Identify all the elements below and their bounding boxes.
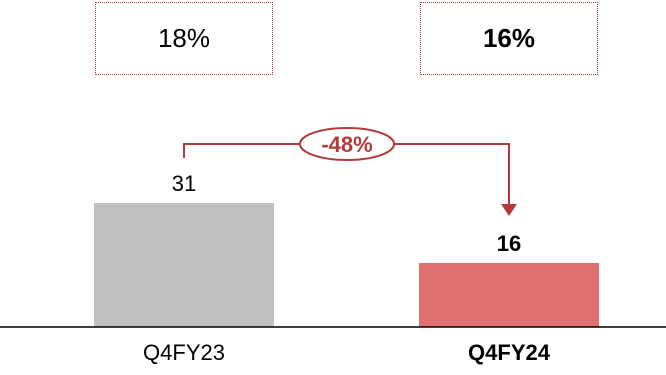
change-percentage-label: -48% bbox=[321, 132, 372, 157]
ratio-box-q4fy24: 16% bbox=[420, 2, 598, 75]
ratio-label-q4fy24: 16% bbox=[482, 23, 536, 53]
bar-q4fy23 bbox=[94, 203, 274, 327]
change-arrow-head bbox=[501, 204, 517, 216]
ratio-label-q4fy23: 18% bbox=[157, 23, 211, 53]
bars-layer bbox=[94, 203, 599, 327]
category-label-q4fy23: Q4FY23 bbox=[143, 340, 225, 365]
ratio-box-q4fy23: 18% bbox=[95, 2, 273, 75]
change-pill bbox=[299, 127, 395, 161]
value-label-q4fy23: 31 bbox=[172, 171, 196, 196]
category-label-q4fy24: Q4FY24 bbox=[468, 340, 551, 365]
value-label-q4fy24: 16 bbox=[497, 231, 521, 256]
bar-q4fy24 bbox=[419, 263, 599, 327]
change-connector: -48% bbox=[183, 127, 517, 216]
